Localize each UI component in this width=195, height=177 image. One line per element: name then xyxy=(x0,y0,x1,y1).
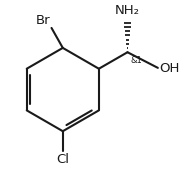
Text: &1: &1 xyxy=(131,56,142,65)
Text: Br: Br xyxy=(36,14,51,27)
Text: NH₂: NH₂ xyxy=(115,4,140,17)
Text: OH: OH xyxy=(160,62,180,75)
Text: Cl: Cl xyxy=(56,153,69,166)
